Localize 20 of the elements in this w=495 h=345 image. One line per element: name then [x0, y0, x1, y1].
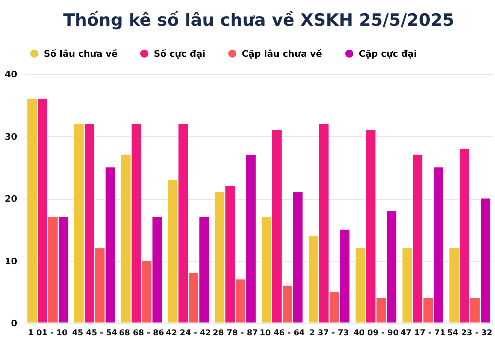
x-tick-label: 10 46 - 64	[260, 328, 306, 338]
x-tick-label: 45 45 - 54	[72, 328, 118, 338]
x-tick-label: 47 17 - 71	[400, 328, 446, 338]
y-tick-label: 20	[4, 195, 18, 205]
legend-label: Số cực đại	[154, 48, 206, 60]
x-tick-label: 1 01 - 10	[28, 328, 68, 338]
legend-label: Số lâu chưa về	[44, 48, 118, 60]
x-tick-label: 40 09 - 90	[354, 328, 400, 338]
y-tick-label: 10	[4, 257, 18, 268]
x-tick-label: 2 37 - 73	[310, 328, 350, 338]
x-tick-label: 54 23 - 32	[447, 328, 493, 338]
legend-label: Cặp cực đại	[359, 48, 418, 60]
y-tick-label: 40	[4, 70, 18, 80]
legend-label: Cặp lâu chưa về	[242, 48, 322, 60]
x-tick-label: 42 24 - 42	[166, 328, 212, 338]
y-tick-label: 30	[4, 132, 18, 143]
chart-title: Thống kê số lâu chưa về XSKH 25/5/2025	[64, 11, 454, 31]
x-tick-label: 28 78 - 87	[213, 328, 258, 338]
y-tick-label: 0	[11, 320, 18, 330]
x-tick-label: 68 68 - 86	[119, 328, 165, 338]
